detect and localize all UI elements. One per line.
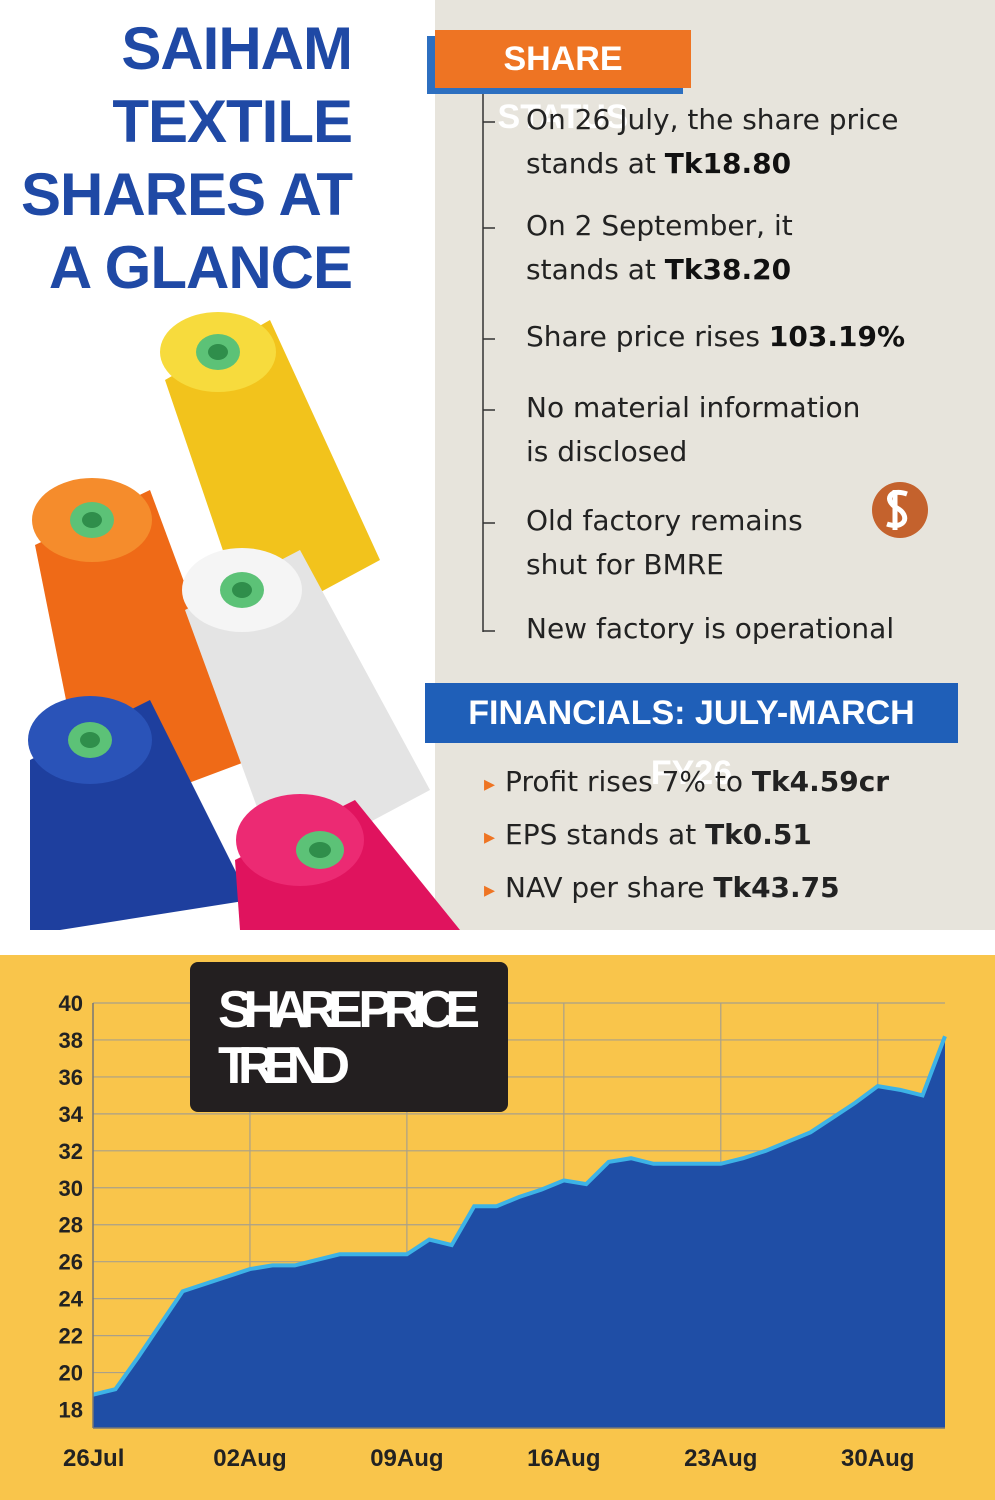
status-item: On 2 September, it stands at Tk38.20: [526, 204, 793, 292]
y-tick-label: 24: [59, 1287, 84, 1312]
spool-blue: [28, 696, 250, 930]
y-tick-label: 18: [59, 1398, 83, 1423]
spools: [28, 312, 460, 930]
financial-item: Profit rises 7% to Tk4.59cr: [484, 762, 889, 805]
y-tick-label: 38: [59, 1028, 83, 1053]
line: [92, 1035, 947, 1397]
status-text: Share price rises: [526, 320, 769, 353]
status-item: Share price rises 103.19%: [526, 315, 905, 359]
title: SAIHAM TEXTILE SHARES AT A GLANCE: [0, 12, 353, 304]
chart-title-box: [190, 962, 508, 1112]
financial-value: Tk43.75: [713, 871, 840, 904]
y-tick-label: 32: [59, 1139, 83, 1164]
x-tick-label: 26Jul: [63, 1445, 124, 1472]
spool-pink: [235, 794, 460, 930]
y-tick-label: 34: [59, 1102, 84, 1127]
financial-item: NAV per share Tk43.75: [484, 868, 840, 911]
spool-white: [182, 548, 430, 870]
x-tick-label: 30Aug: [841, 1445, 914, 1472]
y-tick-label: 40: [59, 991, 83, 1016]
chart: 18 20 22 24 26 28 30 32 34 36 38 40 26Jul 02Aug 09Aug 1…: [0, 955, 995, 1500]
status-text: New factory is operational: [526, 612, 895, 645]
status-text: shut for BMRE: [526, 548, 724, 581]
status-value: Tk38.20: [664, 253, 792, 286]
y-tick-label: 28: [59, 1213, 83, 1238]
chart-title: SHARE PRICE: [218, 981, 480, 1039]
title-line: SHARES AT: [20, 161, 353, 228]
financials-heading: FINANCIALS: JULY-MARCH FY26: [425, 683, 958, 792]
financial-value: Tk4.59cr: [751, 765, 890, 798]
status-value: 103.19%: [768, 320, 905, 353]
x-tick-label: 16Aug: [527, 1445, 600, 1472]
financial-text: Profit rises 7% to: [505, 765, 752, 798]
status-text: On 26 July, the share price: [526, 103, 899, 136]
y-tick-label: 20: [59, 1361, 83, 1386]
x-tick-label: 23Aug: [684, 1445, 757, 1472]
title-line: TEXTILE: [112, 88, 353, 155]
status-text: No material information: [526, 391, 861, 424]
financial-text: NAV per share: [505, 871, 714, 904]
y-tick-label: 36: [59, 1065, 83, 1090]
title-line: SAIHAM: [121, 15, 353, 82]
y-tick-label: 26: [59, 1250, 83, 1275]
chart-title: TREND: [218, 1037, 350, 1095]
y-tick-label: 30: [59, 1176, 83, 1201]
status-text: On 2 September, it: [526, 209, 793, 242]
y-tick-label: 22: [59, 1324, 83, 1349]
status-item: Old factory remains shut for BMRE: [526, 499, 803, 587]
status-item: No material information is disclosed: [526, 386, 860, 474]
title-line: A GLANCE: [48, 234, 353, 301]
financial-value: Tk0.51: [705, 818, 812, 851]
status-value: Tk18.80: [664, 147, 792, 180]
timeline: [482, 90, 928, 632]
status-text: stands at: [526, 253, 665, 286]
status-text: is disclosed: [526, 435, 688, 468]
spool-yellow: [160, 312, 380, 630]
x-tick-label: 09Aug: [370, 1445, 443, 1472]
financial-text: EPS stands at: [505, 818, 706, 851]
financial-item: EPS stands at Tk0.51: [484, 815, 812, 858]
status-item: New factory is operational: [526, 607, 894, 651]
status-text: stands at: [526, 147, 665, 180]
share-status-heading: SHARE STATUS: [435, 30, 691, 136]
status-item: On 26 July, the share price stands at Tk1…: [526, 98, 898, 186]
x-tick-label: 02Aug: [213, 1445, 286, 1472]
area: [93, 1036, 945, 1428]
status-text: Old factory remains: [526, 504, 803, 537]
